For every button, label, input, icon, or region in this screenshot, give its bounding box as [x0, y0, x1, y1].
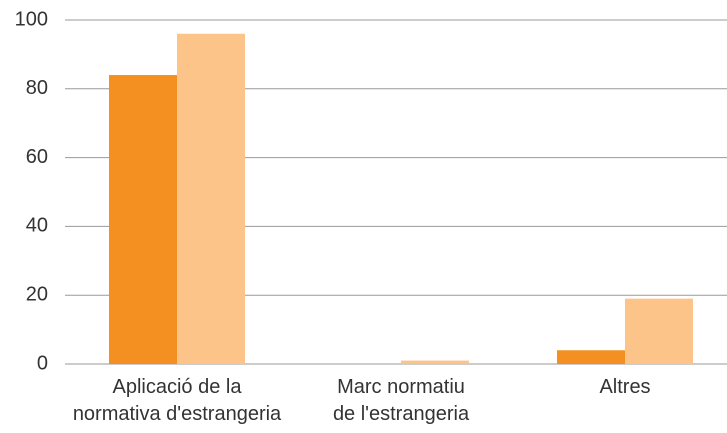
y-tick-label: 60: [26, 146, 48, 168]
bar: [401, 360, 469, 364]
x-tick-label: Aplicació de la normativa d'estrangeria: [73, 376, 282, 425]
y-tick-label: 100: [15, 8, 48, 30]
bar: [109, 75, 177, 364]
bar: [625, 298, 693, 364]
bar: [557, 350, 625, 364]
x-tick-label: Altres: [599, 376, 650, 398]
x-tick-label: Marc normatiu de l'estrangeria: [333, 376, 470, 425]
y-tick-label: 20: [26, 283, 48, 305]
y-tick-label: 0: [37, 352, 48, 374]
y-tick-label: 40: [26, 215, 48, 237]
y-tick-label: 80: [26, 77, 48, 99]
bar: [177, 33, 245, 364]
